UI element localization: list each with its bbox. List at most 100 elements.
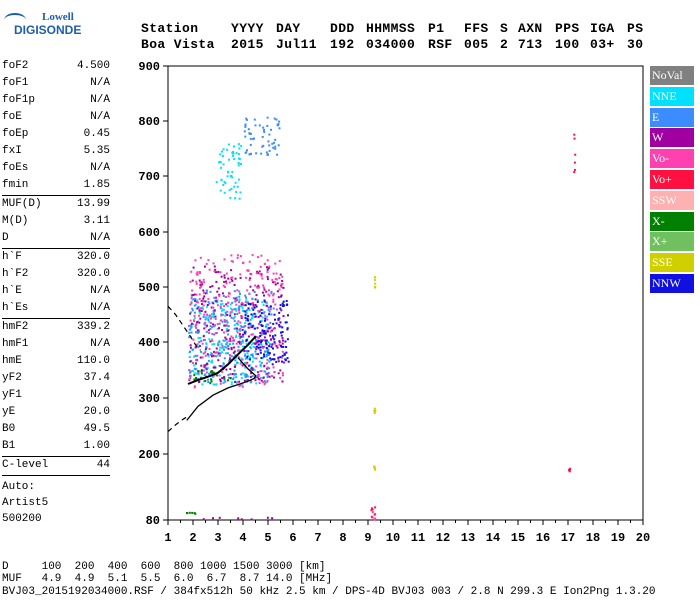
data-point-nne [234, 181, 237, 184]
data-point-e [263, 128, 265, 131]
data-point-w [204, 292, 207, 295]
data-point-vo- [252, 305, 255, 308]
data-point-e [260, 152, 263, 155]
data-point-w [267, 267, 270, 270]
data-point-w [230, 348, 233, 351]
data-point-vo- [241, 301, 244, 304]
data-point-e [226, 321, 229, 324]
data-point-e [253, 118, 256, 121]
data-point-vo- [573, 133, 576, 136]
data-point-e [259, 364, 262, 367]
data-point-w [239, 276, 242, 279]
data-point-nne [221, 150, 223, 153]
data-point-vo- [229, 373, 232, 376]
data-point-e [225, 346, 228, 349]
param-value: 320.0 [76, 268, 110, 280]
param-name: hmF2 [2, 321, 29, 333]
data-point-nne [210, 359, 213, 362]
data-point-nne [241, 383, 244, 386]
logo-swoosh [4, 13, 26, 27]
param-name: foEs [2, 162, 29, 174]
data-point-nne [255, 382, 258, 385]
param-divider [2, 456, 110, 457]
legend-item-x-: X- [650, 211, 694, 231]
data-point-vo- [280, 356, 283, 359]
data-point-w [230, 346, 233, 349]
data-point-e [250, 325, 253, 327]
data-point-nne [219, 303, 222, 306]
data-point-nne [204, 316, 207, 319]
data-point-e [221, 320, 224, 323]
data-point-e [262, 312, 265, 315]
data-point-vo- [224, 296, 227, 298]
data-point-e [270, 290, 273, 293]
data-point-e [238, 295, 241, 298]
data-point-vo- [194, 385, 196, 388]
data-point-nne [218, 160, 221, 163]
data-point-vo- [275, 278, 278, 281]
data-point-e [278, 127, 281, 130]
data-point-nne [224, 182, 227, 185]
data-point-w [204, 364, 207, 367]
x-tick-label: 20 [636, 531, 650, 545]
param-name: h`F [2, 251, 22, 263]
data-point-vo- [223, 286, 226, 288]
data-point-e [243, 130, 246, 133]
data-point-e [232, 317, 235, 320]
data-point-vo- [195, 280, 198, 283]
data-point-w [282, 361, 285, 364]
data-point-nnw [257, 346, 260, 349]
data-point-vo- [260, 370, 263, 372]
x-tick-label: 2 [189, 531, 196, 545]
data-point-nne [242, 345, 245, 348]
data-point-e [263, 311, 266, 314]
data-point-vo- [231, 308, 234, 311]
data-point-w [279, 369, 282, 372]
data-point-nne [240, 305, 243, 307]
data-point-w [205, 363, 208, 366]
data-point-nnw [281, 354, 284, 357]
data-point-vo- [230, 254, 233, 257]
data-point-nne [234, 354, 237, 356]
data-point-w [212, 517, 214, 520]
data-point-w [246, 379, 249, 382]
data-point-nne [222, 148, 225, 151]
data-point-e [250, 354, 253, 356]
data-point-vo- [190, 302, 193, 305]
data-point-nne [235, 336, 237, 339]
data-point-e [193, 298, 195, 301]
data-point-nnw [264, 319, 267, 322]
data-point-vo- [272, 298, 275, 301]
data-point-e [192, 348, 195, 351]
data-point-w [229, 314, 232, 317]
data-point-nne [255, 374, 258, 377]
data-point-nne [196, 299, 199, 302]
data-point-w [266, 275, 269, 278]
data-point-w [252, 303, 255, 306]
data-point-vo- [214, 324, 216, 327]
data-point-w [276, 290, 279, 293]
data-point-w [224, 336, 227, 339]
data-point-w [215, 280, 218, 283]
data-point-w [257, 316, 260, 319]
data-point-vo- [207, 259, 210, 262]
data-point-e [200, 350, 203, 353]
data-point-vo- [236, 256, 239, 259]
data-point-nne [211, 338, 213, 341]
auto-line: Artist5 [2, 497, 49, 509]
data-point-e [239, 292, 241, 295]
data-point-w [236, 327, 238, 330]
data-point-e [200, 339, 203, 342]
data-point-vo- [262, 286, 265, 289]
data-point-nne [230, 381, 233, 384]
data-point-vo- [253, 316, 256, 318]
data-point-nnw [284, 321, 287, 324]
data-point-nne [250, 323, 252, 326]
data-point-nnw [261, 325, 264, 327]
data-point-e [226, 310, 229, 313]
data-point-e [251, 297, 254, 300]
param-row: foE N/A [2, 109, 110, 126]
data-point-vo- [239, 273, 242, 276]
data-point-nne [190, 327, 192, 330]
data-point-nnw [254, 315, 257, 318]
